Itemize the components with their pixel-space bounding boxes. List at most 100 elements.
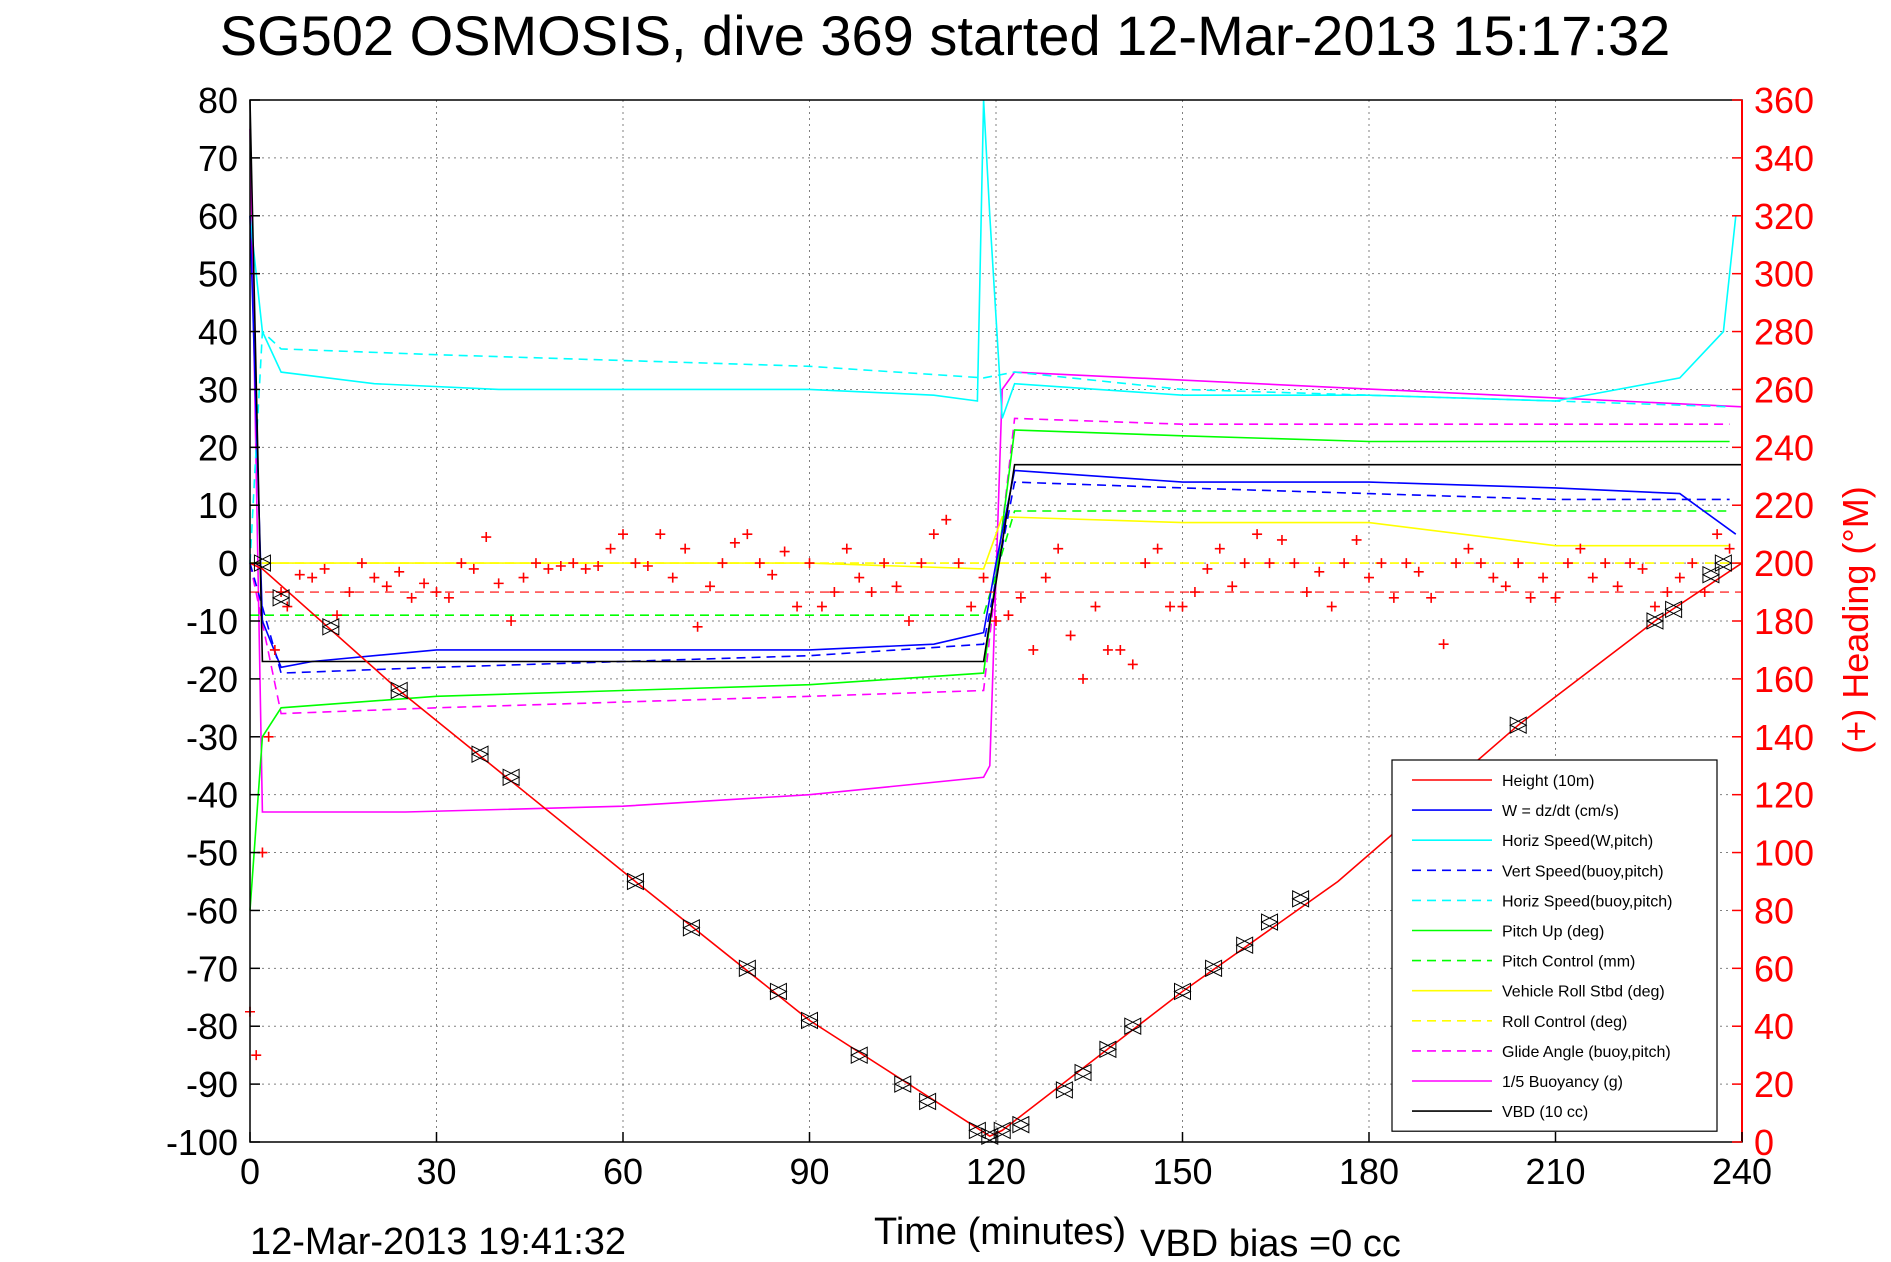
- x-tick-label: 120: [966, 1151, 1026, 1192]
- y-tick-label: 60: [198, 196, 238, 237]
- heading-marker: [655, 529, 666, 540]
- heading-marker: [680, 543, 691, 554]
- legend-label: Vert Speed(buoy,pitch): [1502, 863, 1664, 880]
- y-tick-label: -100: [166, 1122, 238, 1163]
- heading-marker: [891, 581, 902, 592]
- y-tick-label: -40: [186, 775, 238, 816]
- heading-marker: [903, 616, 914, 626]
- heading-marker: [1562, 558, 1573, 569]
- y-tick-label: 0: [218, 543, 238, 584]
- heading-marker: [406, 592, 417, 603]
- heading-marker: [1538, 572, 1549, 583]
- heading-marker: [829, 587, 840, 598]
- heading-marker: [1401, 558, 1412, 569]
- heading-marker: [381, 581, 392, 592]
- heading-marker: [1612, 581, 1623, 592]
- heading-marker: [518, 572, 529, 583]
- heading-markers: [245, 514, 1735, 1061]
- right-tick-label: 100: [1754, 833, 1814, 874]
- depth-marker: [1260, 913, 1279, 931]
- heading-marker: [1102, 644, 1113, 655]
- depth-marker: [1098, 1040, 1118, 1059]
- heading-marker: [1040, 572, 1051, 583]
- right-tick-label: 220: [1754, 485, 1814, 526]
- heading-marker: [1649, 601, 1660, 612]
- heading-marker: [1600, 558, 1611, 569]
- heading-marker: [356, 558, 367, 569]
- depth-marker: [769, 982, 788, 1001]
- heading-marker: [841, 543, 852, 554]
- depth-marker: [738, 959, 757, 978]
- heading-marker: [692, 621, 703, 632]
- heading-marker: [1053, 543, 1064, 554]
- series-line: [249, 215, 1737, 669]
- series-line: [250, 510, 1730, 617]
- heading-marker: [1003, 610, 1014, 621]
- right-tick-label: 260: [1754, 369, 1814, 410]
- y-tick-label: -10: [186, 601, 238, 642]
- right-axis-label: (+) Heading (°M): [1835, 486, 1876, 753]
- right-tick-label: 140: [1754, 717, 1814, 758]
- heading-marker: [1090, 601, 1101, 612]
- depth-marker: [893, 1075, 912, 1093]
- right-tick-label: 60: [1754, 948, 1794, 989]
- depth-marker: [1664, 600, 1683, 619]
- right-tick-label: 160: [1754, 659, 1814, 700]
- series-line: [249, 417, 1730, 715]
- x-tick-label: 210: [1525, 1151, 1585, 1192]
- left-axis-ticks: 80 70 60 50 40 30 20 10 0 -10 -20 -30 -40 -50 -60 -70 -8…: [166, 80, 260, 1163]
- series-line: [249, 481, 1730, 674]
- heading-marker: [294, 569, 305, 580]
- heading-marker: [792, 601, 803, 612]
- heading-marker: [978, 572, 989, 583]
- depth-marker: [626, 872, 645, 891]
- x-axis-ticks: 0 30 60 90 120 150 180 210 240: [240, 1132, 1772, 1192]
- depth-marker: [993, 1121, 1012, 1140]
- depth-marker: [1173, 982, 1192, 1001]
- heading-marker: [1351, 534, 1362, 545]
- heading-marker: [1376, 558, 1387, 569]
- heading-marker: [1724, 543, 1735, 554]
- heading-marker: [1463, 543, 1474, 554]
- heading-marker: [1438, 639, 1449, 650]
- depth-marker: [1123, 1017, 1142, 1036]
- legend-label: Glide Angle (buoy,pitch): [1502, 1044, 1671, 1061]
- heading-marker: [642, 561, 653, 572]
- depth-marker: [1073, 1063, 1093, 1082]
- right-tick-label: 40: [1754, 1006, 1794, 1047]
- heading-marker: [816, 601, 827, 612]
- y-tick-label: -50: [186, 833, 238, 874]
- heading-marker: [1177, 601, 1188, 612]
- heading-marker: [456, 558, 467, 569]
- legend-box: [1391, 759, 1718, 1132]
- heading-marker: [1712, 529, 1723, 540]
- legend-label: Vehicle Roll Stbd (deg): [1502, 984, 1665, 1001]
- heading-marker: [1289, 558, 1300, 569]
- heading-marker: [419, 578, 430, 589]
- heading-marker: [1314, 566, 1325, 577]
- right-tick-label: 300: [1754, 254, 1814, 295]
- legend-label: Horiz Speed(buoy,pitch): [1502, 893, 1672, 910]
- y-tick-label: 80: [198, 80, 238, 121]
- chart-title: SG502 OSMOSIS, dive 369 started 12-Mar-2…: [220, 4, 1671, 67]
- heading-marker: [941, 514, 952, 525]
- heading-marker: [1028, 644, 1039, 655]
- heading-marker: [1699, 587, 1710, 598]
- depth-marker: [682, 919, 701, 937]
- heading-marker: [1276, 534, 1287, 545]
- right-axis-ticks: 3603403203002802602402202001801601401201…: [1732, 80, 1814, 1163]
- depth-marker: [321, 617, 340, 636]
- heading-marker: [1301, 587, 1312, 598]
- heading-marker: [1227, 581, 1238, 592]
- legend-label: Horiz Speed(W,pitch): [1502, 833, 1653, 850]
- heading-marker: [263, 731, 274, 742]
- heading-marker: [1637, 563, 1648, 574]
- depth-marker: [1055, 1081, 1074, 1099]
- footer-vbd-bias: VBD bias =0 cc: [1140, 1223, 1401, 1262]
- depth-marker: [1714, 554, 1733, 572]
- depth-marker: [800, 1011, 819, 1030]
- right-tick-label: 240: [1754, 427, 1814, 468]
- depth-marker: [1291, 890, 1310, 908]
- y-tick-label: -60: [186, 890, 238, 931]
- series-line: [249, 329, 1730, 564]
